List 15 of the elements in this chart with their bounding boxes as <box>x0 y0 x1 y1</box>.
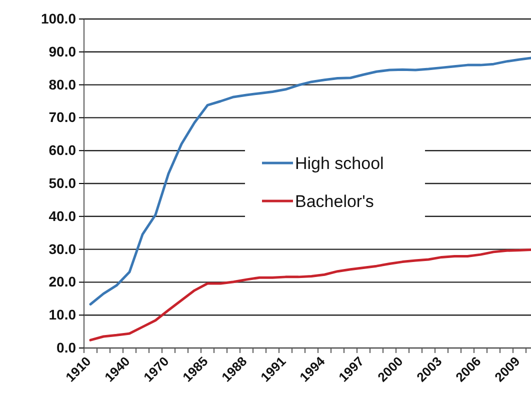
y-tick-label: 30.0 <box>48 240 76 257</box>
y-tick-label: 60.0 <box>48 142 76 158</box>
y-tick-label: 0.0 <box>56 339 76 356</box>
y-tick-label: 50.0 <box>48 174 76 191</box>
y-tick-label: 70.0 <box>48 109 76 126</box>
y-tick-label: 100.0 <box>40 10 76 26</box>
y-tick-label: 40.0 <box>48 208 76 224</box>
y-tick-label: 10.0 <box>48 306 76 323</box>
line-series <box>89 56 531 306</box>
y-tick-label: 20.0 <box>48 274 76 290</box>
y-tick-label: 80.0 <box>48 76 76 92</box>
legend-label: High school <box>295 154 384 173</box>
legend-label: Bachelor's <box>295 192 374 211</box>
line-series <box>89 248 531 342</box>
y-tick-label: 90.0 <box>48 43 76 60</box>
